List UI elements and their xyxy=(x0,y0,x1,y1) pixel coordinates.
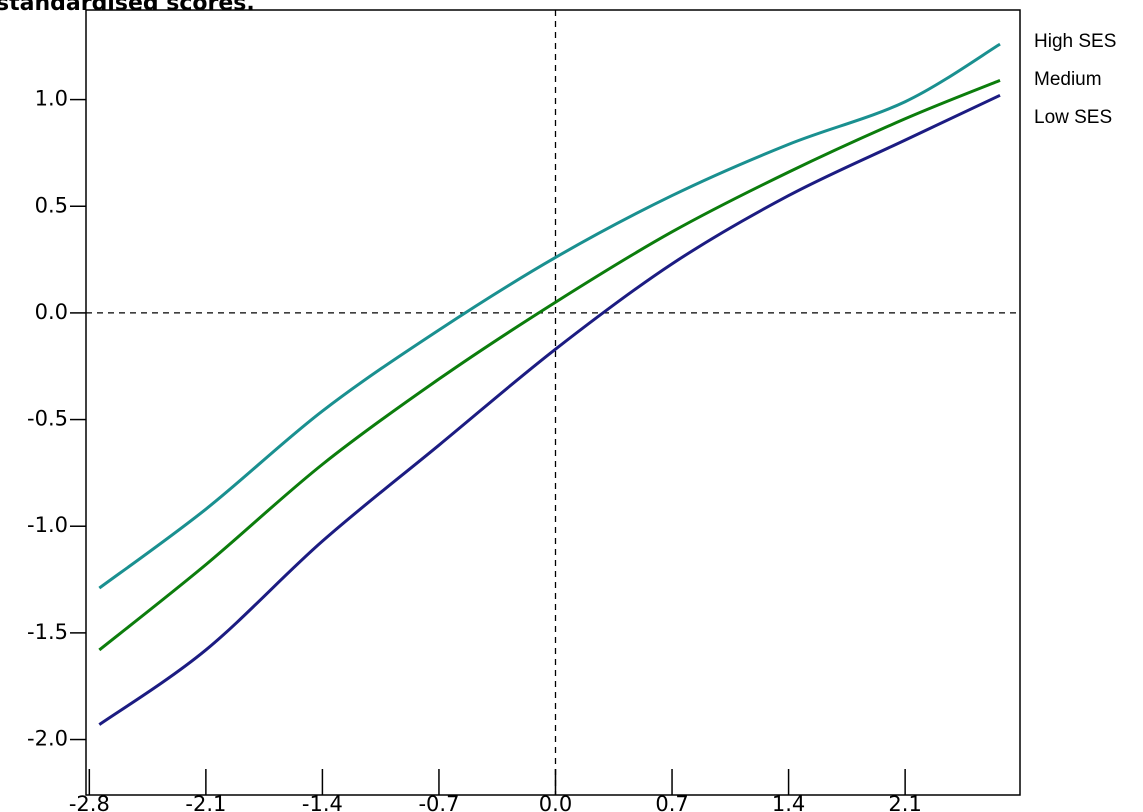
y-tick-label: -1.0 xyxy=(27,513,68,537)
x-tick-label: 2.1 xyxy=(888,792,921,812)
series-line xyxy=(98,93,1001,726)
x-tick-label: -1.4 xyxy=(302,792,343,812)
x-tick-label: -2.8 xyxy=(69,792,110,812)
x-tick-label: 0.7 xyxy=(655,792,688,812)
series-line xyxy=(98,79,1001,652)
y-tick-label: -0.5 xyxy=(27,407,68,431)
plot-frame xyxy=(85,9,1021,796)
series-line xyxy=(98,42,1001,590)
y-tick-label: -1.5 xyxy=(27,620,68,644)
y-tick-label: -2.0 xyxy=(27,727,68,751)
x-tick-label: -0.7 xyxy=(418,792,459,812)
legend-label: Low SES xyxy=(1034,107,1112,128)
y-tick-label: 0.0 xyxy=(35,300,68,324)
y-tick-label: 0.5 xyxy=(35,193,68,217)
legend-label: Medium xyxy=(1034,69,1102,90)
chart-title: standardised scores. xyxy=(0,0,255,16)
x-tick-label: 0.0 xyxy=(539,792,572,812)
x-tick-label: -2.1 xyxy=(185,792,226,812)
legend-label: High SES xyxy=(1034,31,1116,52)
y-tick-label: 1.0 xyxy=(35,87,68,111)
x-tick-label: 1.4 xyxy=(772,792,805,812)
